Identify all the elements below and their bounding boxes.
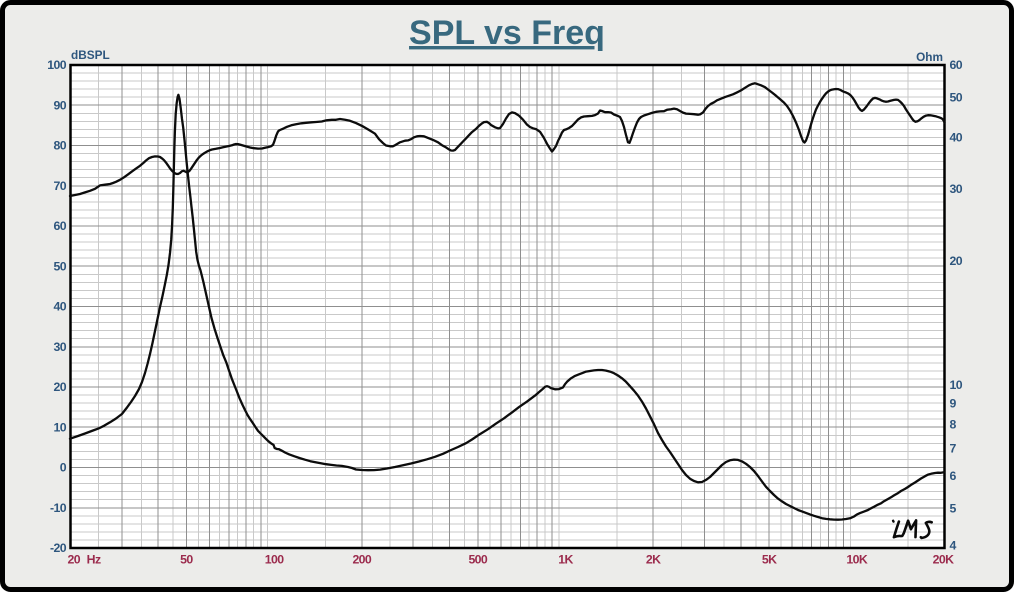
svg-text:SPL vs Freq: SPL vs Freq	[409, 14, 605, 52]
svg-text:9: 9	[950, 397, 957, 411]
svg-text:8: 8	[950, 418, 957, 432]
svg-text:70: 70	[54, 179, 67, 193]
svg-text:-10: -10	[50, 501, 67, 515]
svg-text:60: 60	[950, 58, 963, 72]
svg-text:50: 50	[54, 259, 67, 273]
svg-text:20: 20	[68, 553, 81, 567]
svg-text:100: 100	[265, 553, 284, 567]
svg-text:-20: -20	[50, 541, 67, 555]
svg-text:10K: 10K	[846, 553, 867, 567]
svg-text:4: 4	[950, 539, 957, 553]
svg-text:40: 40	[950, 131, 963, 145]
svg-text:7: 7	[950, 441, 957, 455]
svg-text:6: 6	[950, 469, 957, 483]
svg-text:1K: 1K	[558, 553, 573, 567]
svg-text:50: 50	[950, 91, 963, 105]
svg-text:60: 60	[54, 219, 67, 233]
svg-text:10: 10	[54, 420, 67, 434]
svg-text:2K: 2K	[646, 553, 661, 567]
svg-text:10: 10	[950, 378, 963, 392]
svg-text:5: 5	[950, 501, 957, 515]
svg-text:30: 30	[54, 340, 67, 354]
svg-text:dBSPL: dBSPL	[71, 48, 110, 62]
svg-text:30: 30	[950, 182, 963, 196]
svg-text:0: 0	[60, 461, 67, 475]
svg-text:20K: 20K	[933, 553, 954, 567]
svg-text:80: 80	[54, 139, 67, 153]
svg-text:90: 90	[54, 99, 67, 113]
svg-text:Ohm: Ohm	[916, 50, 943, 64]
svg-text:50: 50	[180, 553, 193, 567]
svg-text:500: 500	[468, 553, 487, 567]
svg-text:5K: 5K	[762, 553, 777, 567]
svg-text:Hz: Hz	[87, 553, 101, 567]
svg-text:20: 20	[54, 380, 67, 394]
svg-text:40: 40	[54, 300, 67, 314]
svg-text:200: 200	[352, 553, 371, 567]
svg-text:100: 100	[47, 58, 66, 72]
svg-text:20: 20	[950, 254, 963, 268]
